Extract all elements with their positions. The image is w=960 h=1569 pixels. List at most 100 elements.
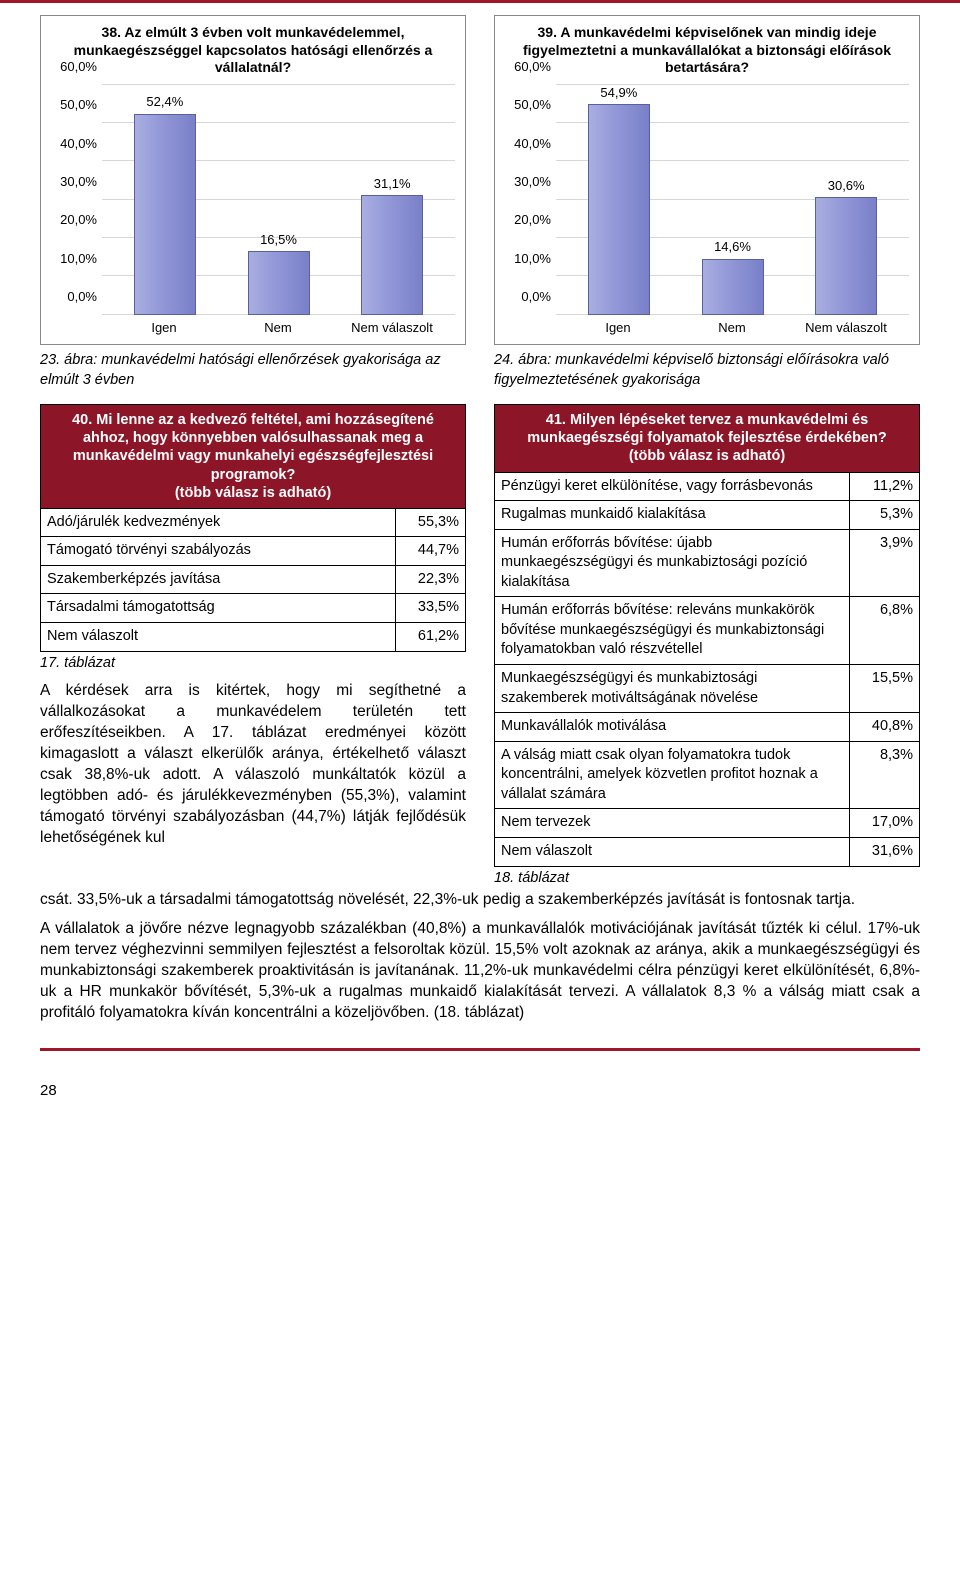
paragraph-tail: csát. 33,5%-uk a társadalmi támogatottsá… [40,890,920,911]
paragraph-2: A vállalatok a jövőre nézve legnagyobb s… [40,919,920,1024]
table-row: Munkaegészségügyi és munkabiztosági szak… [495,665,920,713]
bar: 16,5% [222,85,336,315]
bar: 31,1% [335,85,449,315]
y-tick: 10,0% [514,250,551,268]
table-cell-item: Humán erőforrás bővítése: újabb munkaegé… [495,529,850,597]
table-row: Munkavállalók motiválása40,8% [495,713,920,742]
bar-value-label: 54,9% [600,84,637,102]
bar-rect [815,197,877,314]
chart-38-title: 38. Az elmúlt 3 évben volt munkavédelemm… [51,24,455,77]
table-row: Nem tervezek17,0% [495,809,920,838]
chart-39-x-labels: Igen Nem Nem válaszolt [505,315,909,337]
chart-39-plot: 54,9% 14,6% 30,6% [555,85,909,315]
bar-value-label: 16,5% [260,231,297,249]
table-cell-item: Adó/járulék kedvezmények [41,508,396,537]
y-tick: 0,0% [521,288,551,306]
table-row: Társadalmi támogatottság33,5% [41,594,466,623]
table-41-caption: 18. táblázat [494,869,920,889]
table-cell-pct: 8,3% [850,741,920,809]
table-row: Rugalmas munkaidő kialakítása5,3% [495,501,920,530]
table-cell-pct: 40,8% [850,713,920,742]
table-row: Humán erőforrás bővítése: újabb munkaegé… [495,529,920,597]
table-cell-pct: 11,2% [850,472,920,501]
table-cell-item: Rugalmas munkaidő kialakítása [495,501,850,530]
x-label: Nem [221,319,335,337]
table-cell-pct: 31,6% [850,837,920,866]
page-number: 28 [40,1081,920,1101]
y-tick: 30,0% [60,173,97,191]
figure-24-caption: 24. ábra: munkavédelmi képviselő biztons… [494,351,920,390]
table-cell-item: Pénzügyi keret elkülönítése, vagy forrás… [495,472,850,501]
bar: 52,4% [108,85,222,315]
table-cell-item: Humán erőforrás bővítése: releváns munka… [495,597,850,665]
table-40: 40. Mi lenne az a kedvező feltétel, ami … [40,404,466,651]
table-row: Támogató törvényi szabályozás44,7% [41,537,466,566]
table-41: 41. Milyen lépéseket tervez a munkavédel… [494,404,920,866]
table-cell-item: Szakemberképzés javítása [41,565,396,594]
bar-rect [134,114,196,315]
x-label: Nem [675,319,789,337]
chart-39-y-axis: 0,0% 10,0% 20,0% 30,0% 40,0% 50,0% 60,0% [505,85,555,315]
table-row: Nem válaszolt31,6% [495,837,920,866]
y-tick: 20,0% [514,212,551,230]
bar-value-label: 31,1% [374,175,411,193]
table-cell-item: Munkavállalók motiválása [495,713,850,742]
table-cell-pct: 61,2% [396,623,466,652]
footer-rule [40,1048,920,1051]
table-cell-pct: 55,3% [396,508,466,537]
y-tick: 60,0% [60,58,97,76]
bar-rect [248,251,310,314]
table-40-caption: 17. táblázat [40,654,466,674]
table-cell-pct: 15,5% [850,665,920,713]
chart-38-plot: 52,4% 16,5% 31,1% [101,85,455,315]
y-tick: 40,0% [514,135,551,153]
table-cell-item: Nem tervezek [495,809,850,838]
table-cell-pct: 22,3% [396,565,466,594]
chart-39: 39. A munkavédelmi képviselőnek van mind… [494,15,920,345]
table-cell-pct: 3,9% [850,529,920,597]
y-tick: 60,0% [514,58,551,76]
table-cell-pct: 33,5% [396,594,466,623]
y-tick: 20,0% [60,212,97,230]
table-row: A válság miatt csak olyan folyamatokra t… [495,741,920,809]
bar: 30,6% [789,85,903,315]
x-label: Nem válaszolt [789,319,903,337]
table-cell-item: Támogató törvényi szabályozás [41,537,396,566]
table-cell-pct: 6,8% [850,597,920,665]
bar-value-label: 14,6% [714,238,751,256]
bar-value-label: 52,4% [146,93,183,111]
x-label: Igen [107,319,221,337]
table-cell-item: Nem válaszolt [41,623,396,652]
table-row: Szakemberképzés javítása22,3% [41,565,466,594]
table-row: Pénzügyi keret elkülönítése, vagy forrás… [495,472,920,501]
y-tick: 0,0% [67,288,97,306]
table-row: Nem válaszolt61,2% [41,623,466,652]
table-40-header-main: 40. Mi lenne az a kedvező feltétel, ami … [72,412,434,482]
y-tick: 40,0% [60,135,97,153]
paragraph-left-text: A kérdések arra is kitértek, hogy mi seg… [40,682,466,845]
table-41-header: 41. Milyen lépéseket tervez a munkavédel… [495,405,920,472]
figure-23-caption: 23. ábra: munkavédelmi hatósági ellenőrz… [40,351,466,390]
table-cell-item: A válság miatt csak olyan folyamatokra t… [495,741,850,809]
table-40-header: 40. Mi lenne az a kedvező feltétel, ami … [41,405,466,509]
table-cell-pct: 44,7% [396,537,466,566]
chart-38-x-labels: Igen Nem Nem válaszolt [51,315,455,337]
table-row: Adó/járulék kedvezmények55,3% [41,508,466,537]
y-tick: 50,0% [514,97,551,115]
bar-rect [361,195,423,314]
table-row: Humán erőforrás bővítése: releváns munka… [495,597,920,665]
y-tick: 30,0% [514,173,551,191]
table-cell-pct: 5,3% [850,501,920,530]
table-cell-item: Nem válaszolt [495,837,850,866]
chart-38-y-axis: 0,0% 10,0% 20,0% 30,0% 40,0% 50,0% 60,0% [51,85,101,315]
x-label: Igen [561,319,675,337]
bar: 14,6% [676,85,790,315]
y-tick: 50,0% [60,97,97,115]
paragraph-left: A kérdések arra is kitértek, hogy mi seg… [40,681,466,848]
bar-value-label: 30,6% [828,177,865,195]
chart-39-title: 39. A munkavédelmi képviselőnek van mind… [505,24,909,77]
table-cell-pct: 17,0% [850,809,920,838]
table-40-header-sub: (több válasz is adható) [49,484,457,502]
chart-38: 38. Az elmúlt 3 évben volt munkavédelemm… [40,15,466,345]
y-tick: 10,0% [60,250,97,268]
